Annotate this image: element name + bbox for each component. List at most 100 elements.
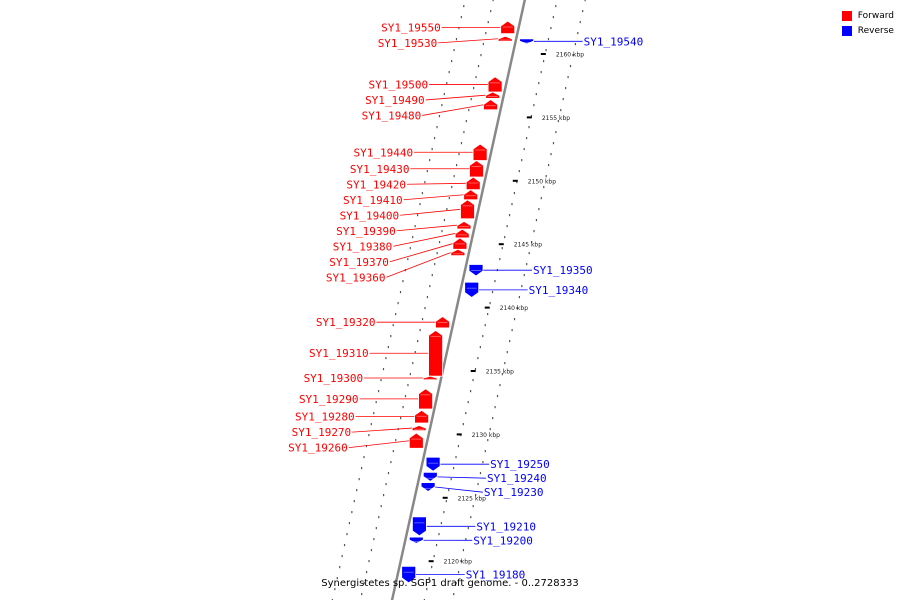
guide-dot [448,71,450,74]
gene-arrow[interactable] [418,388,434,410]
gene-label[interactable]: SY1_19280 [295,411,355,424]
gene-label[interactable]: SY1_19360 [326,271,386,284]
gene-arrow[interactable] [411,516,427,537]
guide-dot [445,500,447,503]
gene-arrow[interactable] [450,248,466,257]
leader-line [400,208,461,216]
tick-label: 2130 kbp [472,432,500,439]
gene-arrow[interactable] [469,160,484,178]
gene-label[interactable]: SY1_19430 [350,163,410,176]
gene-label[interactable]: SY1_19550 [381,21,441,34]
gene-label[interactable]: SY1_19310 [309,347,369,360]
gene-arrow[interactable] [463,189,479,201]
guide-dot [385,483,387,486]
guide-dot [339,566,341,569]
reverse-swatch [841,25,852,36]
guide-dot [492,417,494,420]
guide-dot [572,54,574,57]
guide-dot [511,329,513,332]
guide-dot [479,472,482,475]
guide-dot [467,527,469,530]
gene-label[interactable]: SY1_19290 [299,393,359,406]
guide-dot [416,214,419,217]
gene-label[interactable]: SY1_19350 [533,264,593,277]
guide-dot [334,588,336,591]
guide-dot [383,494,385,497]
gene-label[interactable]: SY1_19370 [329,256,389,269]
gene-arrow[interactable] [519,38,534,45]
guide-dot [482,43,484,46]
gene-label[interactable]: SY1_19260 [288,442,348,455]
gene-arrow[interactable] [487,76,503,93]
gene-arrow[interactable] [408,432,424,449]
guide-dot [489,428,491,431]
leader-line [435,486,483,493]
gene-label[interactable]: SY1_19200 [473,534,533,547]
guide-dot [346,533,348,536]
gene-label[interactable]: SY1_19270 [292,426,352,439]
gene-label[interactable]: SY1_19410 [343,194,403,207]
gene-arrow[interactable] [401,565,417,584]
guide-dot [438,115,441,118]
gene-arrow[interactable] [428,329,444,377]
gene-label[interactable]: SY1_19240 [487,472,547,485]
gene-arrow[interactable] [422,375,438,381]
gene-arrow[interactable] [460,199,475,220]
gene-label[interactable]: SY1_19490 [365,94,425,107]
guide-dot [477,357,479,360]
gene-label[interactable]: SY1_19440 [353,146,413,159]
gene-arrow[interactable] [435,316,450,329]
gene-label[interactable]: SY1_19530 [378,37,438,50]
guide-dot [428,577,430,580]
gene-label[interactable]: SY1_19230 [484,486,544,499]
gene-label[interactable]: SY1_19420 [346,178,406,191]
tick-mark [456,433,462,436]
guide-dot [429,159,431,162]
gene-arrow[interactable] [465,176,481,191]
guide-dot [380,505,382,508]
gene-arrow[interactable] [414,409,430,424]
gene-label[interactable]: SY1_19480 [362,109,422,122]
gene-arrow[interactable] [420,482,436,492]
guide-dot [387,472,390,475]
gene-arrow[interactable] [456,220,472,230]
gene-arrow[interactable] [497,35,513,42]
gene-arrow[interactable] [411,425,427,432]
gene-arrow[interactable] [408,536,424,544]
gene-label[interactable]: SY1_19180 [466,569,526,582]
gene-label[interactable]: SY1_19540 [584,35,644,48]
leader-line [386,252,452,278]
gene-arrow[interactable] [454,228,470,239]
gene-arrow[interactable] [468,264,484,277]
gene-arrow[interactable] [485,91,501,99]
guide-dot [390,335,392,338]
gene-label[interactable]: SY1_19210 [476,520,536,533]
gene-label[interactable]: SY1_19250 [490,458,550,471]
gene-arrow[interactable] [472,143,488,161]
guide-dot [565,87,567,90]
tick-mark [428,560,434,563]
guide-dot [496,395,499,398]
tick-mark [470,370,476,372]
gene-label[interactable]: SY1_19340 [529,284,589,297]
guide-dot [365,571,368,574]
guide-dot [421,318,424,321]
gene-arrow[interactable] [452,237,468,250]
gene-arrow[interactable] [483,99,499,111]
gene-arrow[interactable] [425,456,441,472]
guide-dot [482,461,484,464]
gene-label[interactable]: SY1_19500 [369,78,429,91]
guide-dot [545,175,547,178]
guide-dot [535,219,538,222]
gene-label[interactable]: SY1_19320 [316,316,376,329]
gene-arrow[interactable] [464,281,480,298]
gene-label[interactable]: SY1_19400 [340,209,400,222]
gene-label[interactable]: SY1_19380 [333,240,393,253]
guide-dot [463,131,465,134]
guide-dot [482,335,484,338]
gene-arrow[interactable] [422,471,438,482]
gene-label[interactable]: SY1_19300 [304,372,364,385]
leader-line [389,243,454,263]
gene-arrow[interactable] [500,20,516,35]
gene-label[interactable]: SY1_19390 [336,225,396,238]
